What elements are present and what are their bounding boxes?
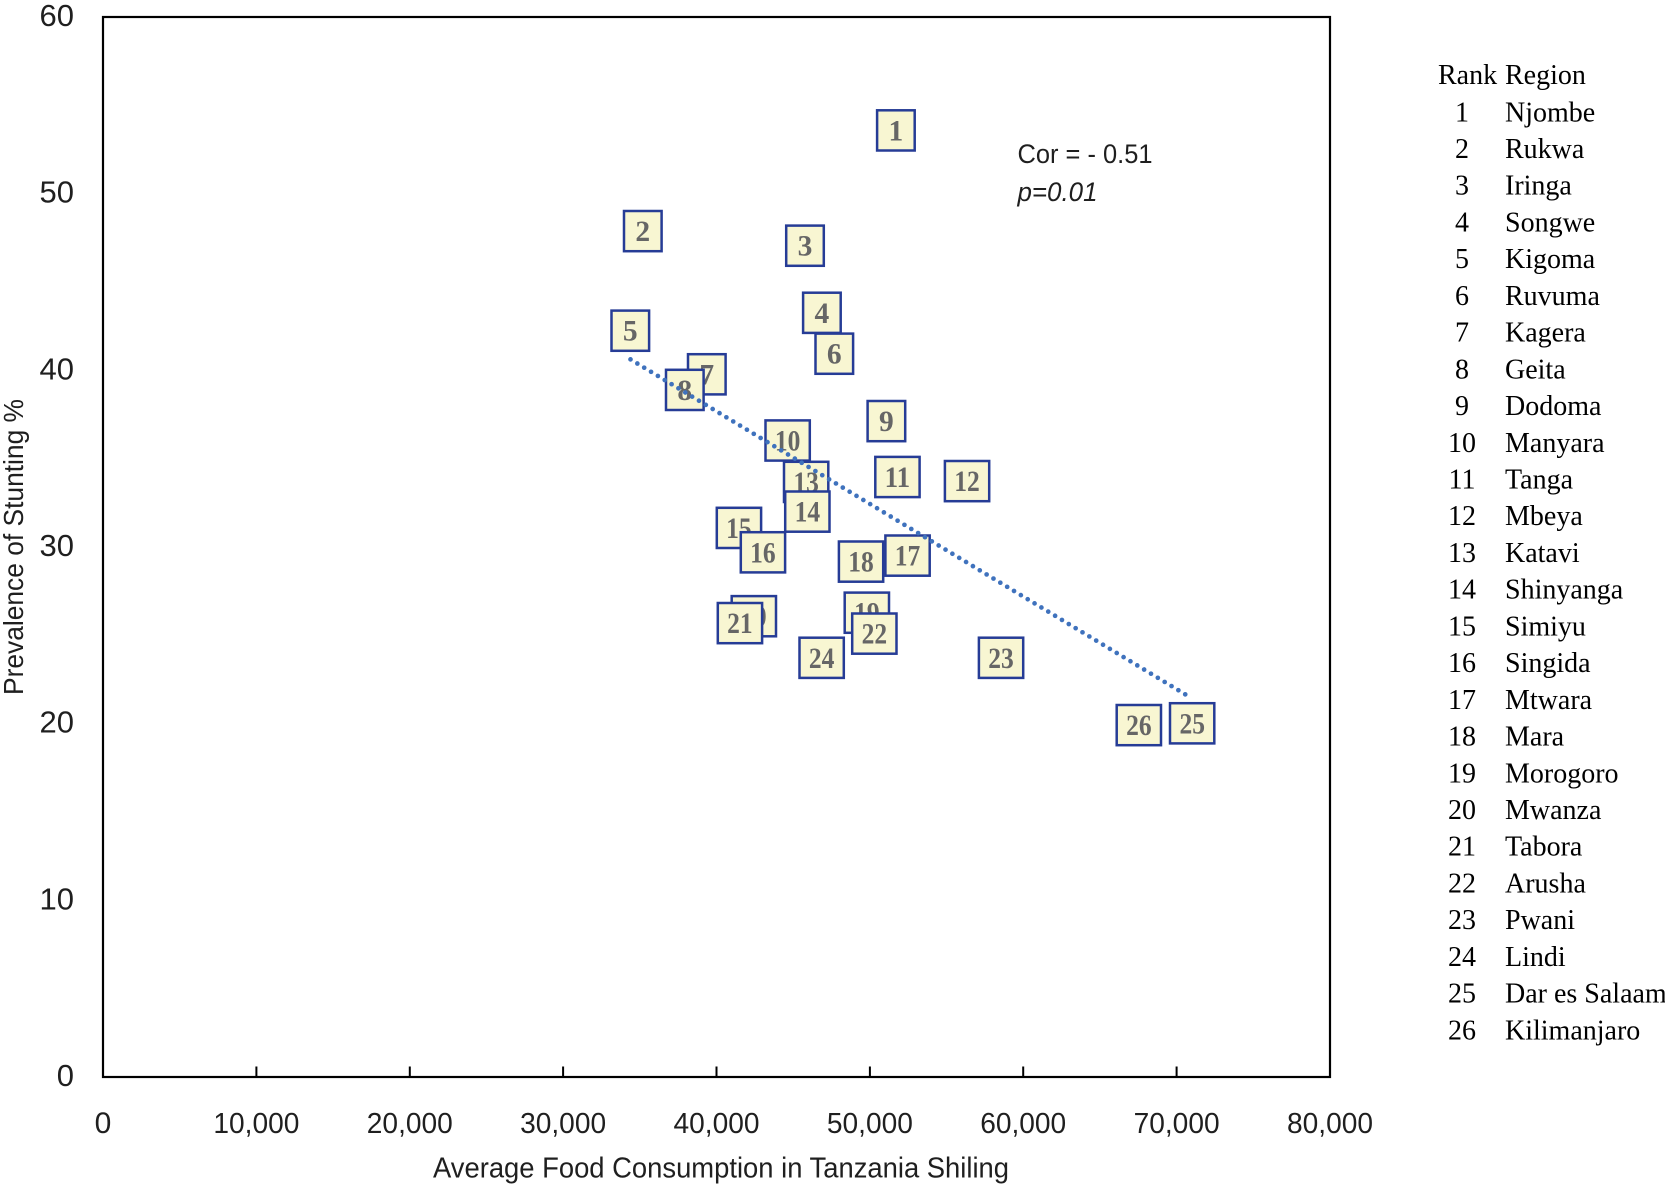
svg-text:10: 10 (775, 426, 801, 458)
svg-text:6: 6 (827, 339, 842, 371)
svg-text:Katavi: Katavi (1505, 538, 1580, 569)
svg-text:Dodoma: Dodoma (1505, 391, 1602, 422)
svg-text:Dar es Salaam: Dar es Salaam (1505, 979, 1665, 1010)
svg-text:Kigoma: Kigoma (1505, 244, 1596, 275)
svg-text:2: 2 (1455, 134, 1469, 165)
svg-text:50,000: 50,000 (827, 1108, 913, 1140)
svg-text:4: 4 (1455, 208, 1469, 239)
svg-text:Prevalence of Stunting %: Prevalence of Stunting % (0, 399, 29, 695)
svg-text:21: 21 (1448, 832, 1476, 863)
svg-text:22: 22 (1448, 868, 1476, 899)
svg-text:Mwanza: Mwanza (1505, 795, 1602, 826)
svg-text:11: 11 (885, 462, 911, 494)
svg-text:26: 26 (1126, 710, 1152, 742)
svg-text:20: 20 (1448, 795, 1476, 826)
svg-text:5: 5 (1455, 244, 1469, 275)
svg-text:26: 26 (1448, 1015, 1476, 1046)
svg-text:70,000: 70,000 (1134, 1108, 1220, 1140)
svg-text:Kilimanjaro: Kilimanjaro (1505, 1015, 1640, 1046)
svg-text:Cor = - 0.51: Cor = - 0.51 (1018, 139, 1153, 169)
svg-text:1: 1 (1455, 97, 1469, 128)
svg-text:40: 40 (40, 351, 74, 386)
svg-text:10: 10 (1448, 428, 1476, 459)
svg-text:18: 18 (1448, 722, 1476, 753)
svg-text:12: 12 (954, 466, 980, 498)
svg-text:12: 12 (1448, 501, 1476, 532)
svg-text:Morogoro: Morogoro (1505, 758, 1619, 789)
svg-text:0: 0 (57, 1058, 74, 1093)
svg-text:50: 50 (40, 175, 74, 210)
svg-text:3: 3 (798, 231, 813, 263)
svg-text:24: 24 (1448, 942, 1476, 973)
svg-text:17: 17 (895, 541, 921, 573)
svg-text:16: 16 (1448, 648, 1476, 679)
svg-text:9: 9 (1455, 391, 1469, 422)
svg-text:16: 16 (750, 537, 776, 569)
svg-text:Region: Region (1505, 60, 1586, 91)
svg-text:22: 22 (862, 619, 888, 651)
svg-text:10,000: 10,000 (213, 1108, 299, 1140)
svg-text:Njombe: Njombe (1505, 97, 1595, 128)
svg-text:Mtwara: Mtwara (1505, 685, 1593, 716)
svg-text:Ruvuma: Ruvuma (1505, 281, 1600, 312)
svg-text:9: 9 (879, 406, 894, 438)
svg-text:30,000: 30,000 (520, 1108, 606, 1140)
svg-text:Songwe: Songwe (1505, 208, 1595, 239)
svg-text:14: 14 (1448, 575, 1476, 606)
svg-text:80,000: 80,000 (1287, 1108, 1373, 1140)
svg-text:23: 23 (988, 643, 1014, 675)
svg-text:21: 21 (727, 608, 753, 640)
svg-text:Geita: Geita (1505, 354, 1566, 385)
svg-text:1: 1 (889, 115, 904, 147)
svg-text:20,000: 20,000 (367, 1108, 453, 1140)
svg-text:11: 11 (1449, 465, 1476, 496)
svg-text:Tanga: Tanga (1505, 465, 1574, 496)
svg-text:30: 30 (40, 528, 74, 563)
svg-text:3: 3 (1455, 171, 1469, 202)
svg-text:4: 4 (815, 298, 830, 330)
svg-text:Tabora: Tabora (1505, 832, 1583, 863)
svg-text:2: 2 (635, 216, 650, 248)
svg-text:23: 23 (1448, 905, 1476, 936)
svg-text:13: 13 (1448, 538, 1476, 569)
svg-text:Kagera: Kagera (1505, 318, 1586, 349)
svg-text:Rank: Rank (1438, 60, 1497, 91)
svg-text:Manyara: Manyara (1505, 428, 1605, 459)
svg-text:6: 6 (1455, 281, 1469, 312)
svg-text:Mara: Mara (1505, 722, 1565, 753)
svg-text:18: 18 (848, 547, 874, 579)
svg-text:Simiyu: Simiyu (1505, 611, 1586, 642)
svg-text:8: 8 (1455, 354, 1469, 385)
svg-text:15: 15 (1448, 611, 1476, 642)
svg-text:60: 60 (40, 0, 74, 33)
svg-text:40,000: 40,000 (674, 1108, 760, 1140)
svg-text:60,000: 60,000 (980, 1108, 1066, 1140)
svg-text:Arusha: Arusha (1505, 868, 1586, 899)
svg-text:p=0.01: p=0.01 (1017, 177, 1098, 207)
svg-text:24: 24 (809, 643, 835, 675)
svg-text:25: 25 (1179, 708, 1205, 740)
svg-text:Mbeya: Mbeya (1505, 501, 1583, 532)
svg-text:25: 25 (1448, 979, 1476, 1010)
svg-text:19: 19 (1448, 758, 1476, 789)
svg-text:5: 5 (623, 316, 638, 348)
svg-text:0: 0 (95, 1107, 112, 1140)
svg-text:Shinyanga: Shinyanga (1505, 575, 1624, 606)
svg-text:10: 10 (40, 881, 74, 916)
svg-text:7: 7 (1455, 318, 1469, 349)
svg-text:Singida: Singida (1505, 648, 1591, 679)
svg-text:Lindi: Lindi (1505, 942, 1566, 973)
svg-text:Iringa: Iringa (1505, 171, 1572, 202)
svg-text:17: 17 (1448, 685, 1476, 716)
svg-text:Rukwa: Rukwa (1505, 134, 1585, 165)
svg-text:Average Food Consumption in Ta: Average Food Consumption in Tanzania Shi… (433, 1153, 1009, 1185)
svg-text:20: 20 (40, 705, 74, 740)
svg-text:Pwani: Pwani (1505, 905, 1575, 936)
svg-text:14: 14 (795, 497, 821, 529)
